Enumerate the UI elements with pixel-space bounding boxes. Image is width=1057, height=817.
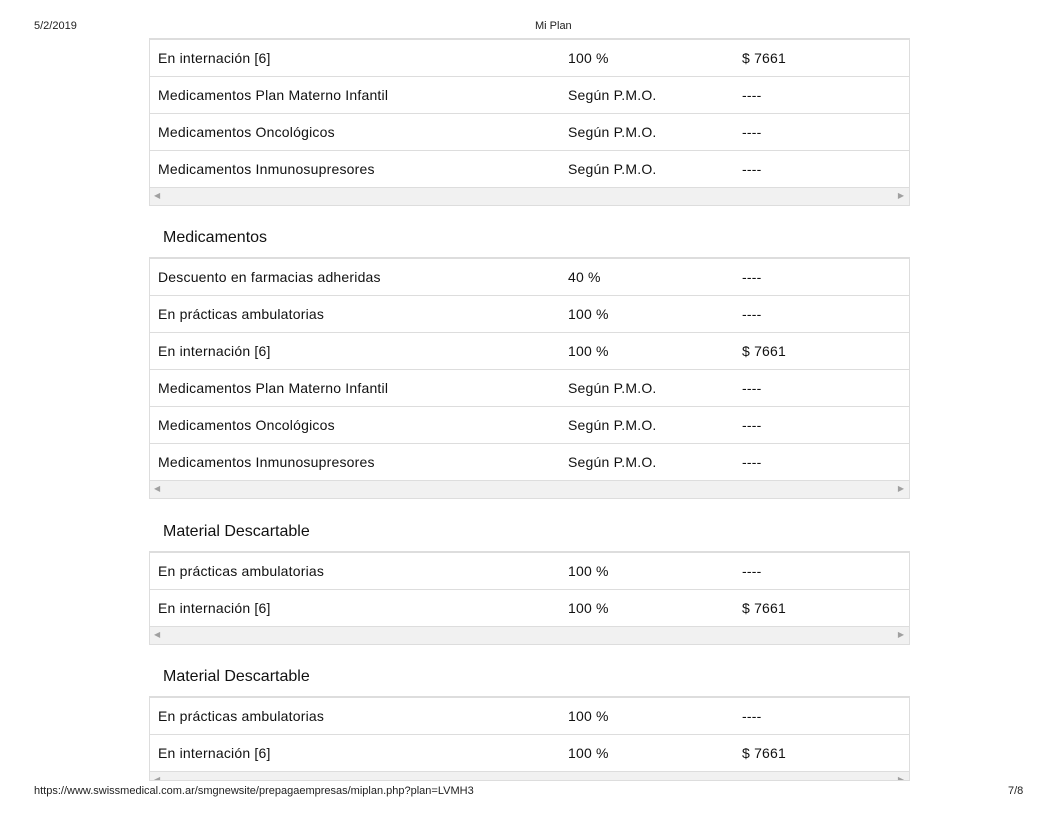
table-row: Medicamentos Plan Materno Infantil Según … [150,77,909,114]
cell-limit: ---- [742,269,762,285]
cell-limit: ---- [742,87,762,103]
cell-limit: $ 7661 [742,343,787,359]
cell-limit: ---- [742,124,762,140]
scroll-right-arrow-icon[interactable]: ▶ [897,630,904,639]
cell-limit: ---- [742,306,762,322]
cell-coverage: 100 % [568,745,609,761]
table-row: Medicamentos Inmunosupresores Según P.M.O… [150,151,909,188]
cell-coverage: Según P.M.O. [568,161,657,177]
cell-limit: ---- [742,563,762,579]
section-title: Material Descartable [163,668,310,685]
table-row: En internación [6] 100 % $ 7661 [150,333,909,370]
cell-limit: ---- [742,454,762,470]
page-number: 7/8 [1008,785,1024,797]
table-row: En prácticas ambulatorias 100 % ---- [150,698,909,735]
scroll-left-arrow-icon[interactable]: ◀ [154,191,161,200]
scroll-left-arrow-icon[interactable]: ◀ [154,630,161,639]
scroll-right-arrow-icon[interactable]: ▶ [897,191,904,200]
coverage-table: En prácticas ambulatorias 100 % ---- En int… [149,551,910,645]
cell-concept: En prácticas ambulatorias [158,306,325,322]
table-row: En internación [6] 100 % $ 7661 [150,40,909,77]
cell-coverage: 100 % [568,708,609,724]
cell-limit: $ 7661 [742,600,787,616]
cell-concept: En internación [6] [158,343,271,359]
cell-coverage: Según P.M.O. [568,124,657,140]
table-row: En prácticas ambulatorias 100 % ---- [150,553,909,590]
cell-limit: ---- [742,708,762,724]
cell-coverage: 40 % [568,269,601,285]
cell-concept: En prácticas ambulatorias [158,708,325,724]
scroll-right-arrow-icon[interactable]: ▶ [897,484,904,493]
scroll-left-arrow-icon[interactable]: ◀ [154,775,161,781]
page-url: https://www.swissmedical.com.ar/smgnewsi… [34,785,474,797]
cell-coverage: Según P.M.O. [568,380,657,396]
page-title: Mi Plan [535,20,572,32]
cell-concept: En internación [6] [158,50,271,66]
cell-concept: Medicamentos Inmunosupresores [158,161,375,177]
cell-concept: Medicamentos Oncológicos [158,124,335,140]
coverage-table: Descuento en farmacias adheridas 40 % ----… [149,257,910,499]
cell-coverage: 100 % [568,50,609,66]
cell-concept: En internación [6] [158,745,271,761]
section-title: Material Descartable [163,523,310,540]
table-row: Descuento en farmacias adheridas 40 % ---- [150,259,909,296]
cell-limit: ---- [742,380,762,396]
horizontal-scrollbar[interactable]: ◀ ▶ [150,772,909,781]
coverage-table: En internación [6] 100 % $ 7661 Medicamento… [149,38,910,206]
scroll-right-arrow-icon[interactable]: ▶ [897,775,904,781]
cell-limit: ---- [742,161,762,177]
cell-concept: En prácticas ambulatorias [158,563,325,579]
cell-coverage: Según P.M.O. [568,454,657,470]
cell-coverage: 100 % [568,563,609,579]
scroll-left-arrow-icon[interactable]: ◀ [154,484,161,493]
cell-coverage: 100 % [568,600,609,616]
cell-concept: Descuento en farmacias adheridas [158,269,381,285]
cell-limit: $ 7661 [742,745,787,761]
cell-concept: Medicamentos Oncológicos [158,417,335,433]
cell-limit: ---- [742,417,762,433]
cell-coverage: 100 % [568,306,609,322]
cell-coverage: Según P.M.O. [568,87,657,103]
cell-coverage: 100 % [568,343,609,359]
table-row: En internación [6] 100 % $ 7661 [150,590,909,627]
cell-concept: En internación [6] [158,600,271,616]
horizontal-scrollbar[interactable]: ◀ ▶ [150,481,909,498]
table-row: Medicamentos Inmunosupresores Según P.M.O… [150,444,909,481]
horizontal-scrollbar[interactable]: ◀ ▶ [150,188,909,205]
section-title: Medicamentos [163,229,268,246]
horizontal-scrollbar[interactable]: ◀ ▶ [150,627,909,644]
cell-concept: Medicamentos Plan Materno Infantil [158,380,389,396]
table-row: En prácticas ambulatorias 100 % ---- [150,296,909,333]
table-row: Medicamentos Oncológicos Según P.M.O. ---- [150,114,909,151]
cell-concept: Medicamentos Plan Materno Infantil [158,87,389,103]
print-date: 5/2/2019 [34,20,77,32]
table-row: Medicamentos Plan Materno Infantil Según … [150,370,909,407]
cell-coverage: Según P.M.O. [568,417,657,433]
cell-limit: $ 7661 [742,50,787,66]
table-row: En internación [6] 100 % $ 7661 [150,735,909,772]
coverage-table: En prácticas ambulatorias 100 % ---- En int… [149,696,910,781]
table-row: Medicamentos Oncológicos Según P.M.O. ---- [150,407,909,444]
cell-concept: Medicamentos Inmunosupresores [158,454,375,470]
